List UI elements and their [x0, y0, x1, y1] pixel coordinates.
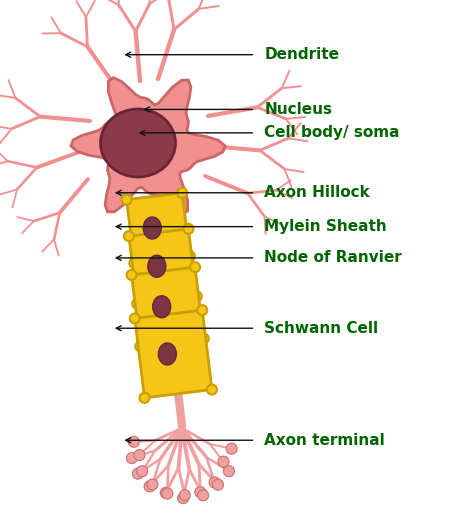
Circle shape: [127, 270, 137, 280]
Circle shape: [212, 479, 224, 490]
Text: Schwann Cell: Schwann Cell: [264, 321, 378, 336]
Polygon shape: [138, 199, 172, 225]
Circle shape: [135, 341, 145, 351]
Text: Axon terminal: Axon terminal: [264, 433, 385, 448]
Polygon shape: [127, 193, 190, 263]
Circle shape: [134, 450, 145, 461]
Circle shape: [190, 262, 200, 272]
Ellipse shape: [143, 217, 161, 239]
Circle shape: [224, 466, 235, 477]
Circle shape: [121, 195, 131, 205]
Text: Axon Hillock: Axon Hillock: [264, 185, 370, 200]
Circle shape: [127, 453, 138, 464]
Circle shape: [147, 479, 158, 490]
Circle shape: [177, 188, 187, 198]
Circle shape: [185, 251, 195, 262]
Text: Nucleus: Nucleus: [264, 102, 332, 117]
Ellipse shape: [100, 109, 176, 177]
Text: Mylein Sheath: Mylein Sheath: [264, 219, 387, 234]
Circle shape: [129, 258, 139, 268]
Polygon shape: [131, 267, 204, 346]
Polygon shape: [135, 310, 212, 398]
Ellipse shape: [148, 255, 166, 277]
Circle shape: [139, 393, 149, 403]
Polygon shape: [129, 229, 197, 304]
Circle shape: [198, 490, 208, 501]
Circle shape: [195, 487, 206, 498]
Text: Dendrite: Dendrite: [264, 47, 339, 62]
Circle shape: [199, 333, 209, 343]
Circle shape: [207, 384, 217, 394]
Circle shape: [130, 314, 140, 324]
Circle shape: [162, 488, 173, 499]
Circle shape: [160, 487, 171, 498]
Circle shape: [183, 224, 193, 234]
Circle shape: [209, 477, 220, 488]
Circle shape: [197, 305, 207, 315]
Text: Cell body/ soma: Cell body/ soma: [264, 126, 400, 140]
Circle shape: [179, 490, 190, 501]
Text: Node of Ranvier: Node of Ranvier: [264, 251, 402, 265]
Circle shape: [137, 466, 148, 477]
Circle shape: [124, 231, 134, 241]
Ellipse shape: [159, 343, 177, 365]
Circle shape: [132, 299, 142, 308]
Circle shape: [218, 456, 229, 467]
Circle shape: [226, 443, 237, 454]
Circle shape: [144, 481, 155, 492]
Circle shape: [178, 493, 188, 504]
Circle shape: [132, 468, 143, 479]
Circle shape: [129, 436, 139, 447]
Circle shape: [192, 291, 202, 301]
Polygon shape: [71, 78, 225, 214]
Ellipse shape: [153, 296, 171, 318]
